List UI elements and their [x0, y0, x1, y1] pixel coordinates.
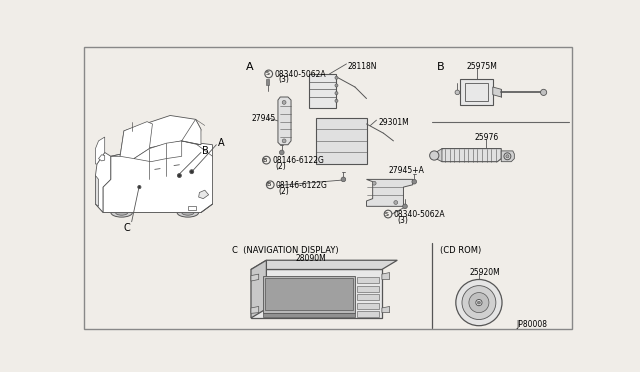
Text: A: A	[218, 138, 225, 148]
Text: (2): (2)	[279, 187, 289, 196]
Polygon shape	[182, 119, 201, 145]
Text: (2): (2)	[276, 163, 286, 171]
Circle shape	[282, 100, 286, 104]
Circle shape	[477, 301, 481, 304]
Text: 27945: 27945	[251, 114, 275, 123]
Polygon shape	[134, 141, 182, 162]
Text: 08340-5062A: 08340-5062A	[274, 70, 326, 79]
Circle shape	[335, 99, 338, 102]
Polygon shape	[357, 294, 379, 300]
Polygon shape	[382, 273, 390, 279]
Circle shape	[280, 150, 284, 155]
Circle shape	[455, 90, 460, 95]
Text: 08146-6122G: 08146-6122G	[273, 156, 324, 165]
Circle shape	[335, 92, 338, 95]
Polygon shape	[103, 141, 212, 212]
Polygon shape	[265, 278, 353, 310]
Text: S: S	[385, 212, 388, 217]
Polygon shape	[99, 155, 105, 161]
Circle shape	[138, 186, 141, 189]
Polygon shape	[278, 97, 291, 145]
Text: JP80008: JP80008	[516, 320, 548, 329]
Polygon shape	[95, 196, 212, 212]
Polygon shape	[251, 274, 259, 281]
Polygon shape	[188, 206, 196, 210]
Polygon shape	[357, 277, 379, 283]
Text: B: B	[267, 182, 271, 187]
Text: 28118N: 28118N	[348, 62, 377, 71]
Polygon shape	[357, 311, 379, 317]
Circle shape	[412, 179, 417, 184]
Circle shape	[177, 174, 181, 177]
Polygon shape	[440, 148, 501, 162]
Ellipse shape	[115, 210, 128, 215]
Polygon shape	[95, 176, 99, 206]
Text: (CD ROM): (CD ROM)	[440, 246, 481, 256]
Text: (3): (3)	[397, 217, 408, 225]
Polygon shape	[367, 179, 413, 206]
Polygon shape	[308, 74, 336, 108]
Text: 08340-5062A: 08340-5062A	[394, 210, 445, 219]
Circle shape	[476, 299, 482, 306]
Circle shape	[429, 151, 439, 160]
Polygon shape	[262, 276, 355, 312]
Text: (3): (3)	[279, 76, 289, 84]
Text: S: S	[265, 71, 269, 76]
Ellipse shape	[182, 210, 194, 215]
Polygon shape	[460, 79, 493, 105]
Text: B: B	[263, 158, 267, 163]
Polygon shape	[251, 307, 259, 313]
Polygon shape	[95, 137, 105, 164]
Text: A: A	[246, 62, 253, 71]
Circle shape	[282, 139, 286, 143]
Polygon shape	[95, 153, 111, 212]
Text: 08146-6122G: 08146-6122G	[276, 181, 328, 190]
Circle shape	[335, 76, 338, 79]
Polygon shape	[357, 302, 379, 309]
Polygon shape	[198, 190, 209, 199]
Text: C: C	[124, 223, 131, 233]
Polygon shape	[357, 286, 379, 292]
Ellipse shape	[177, 208, 198, 217]
Text: B: B	[437, 62, 445, 71]
Circle shape	[190, 170, 194, 174]
Circle shape	[506, 155, 509, 158]
Polygon shape	[111, 115, 201, 156]
Circle shape	[341, 177, 346, 182]
Text: C  (NAVIGATION DISPLAY): C (NAVIGATION DISPLAY)	[232, 246, 339, 256]
Text: 25976: 25976	[474, 133, 499, 142]
Polygon shape	[382, 307, 390, 312]
Text: 28090M: 28090M	[296, 254, 326, 263]
Text: 29301M: 29301M	[378, 118, 409, 127]
Polygon shape	[251, 269, 382, 318]
Text: 25920M: 25920M	[470, 268, 500, 277]
Circle shape	[394, 201, 397, 205]
Circle shape	[372, 181, 376, 185]
Circle shape	[462, 286, 496, 320]
Circle shape	[335, 84, 338, 87]
Polygon shape	[316, 118, 367, 164]
Polygon shape	[493, 87, 501, 97]
Text: 27945+A: 27945+A	[388, 166, 424, 175]
Ellipse shape	[111, 208, 132, 217]
Polygon shape	[120, 122, 152, 158]
Circle shape	[541, 89, 547, 96]
Polygon shape	[251, 260, 266, 318]
Polygon shape	[266, 78, 269, 85]
Polygon shape	[436, 148, 442, 162]
Text: B: B	[202, 146, 209, 156]
Polygon shape	[262, 312, 355, 317]
Circle shape	[403, 204, 407, 209]
Polygon shape	[501, 151, 515, 162]
Text: 25975M: 25975M	[467, 62, 497, 71]
Circle shape	[469, 293, 489, 312]
Polygon shape	[251, 260, 397, 269]
Circle shape	[456, 279, 502, 326]
